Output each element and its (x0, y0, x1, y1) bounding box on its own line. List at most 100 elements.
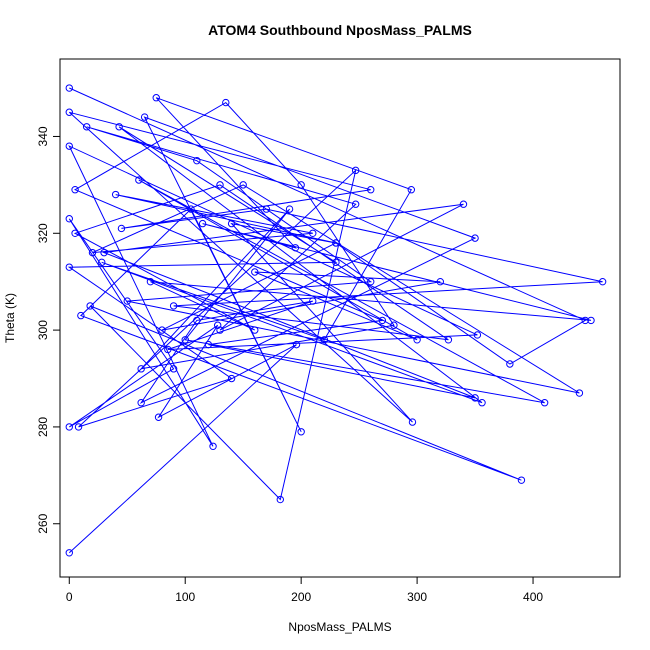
data-point (137, 399, 145, 407)
x-tick-label: 300 (407, 590, 427, 604)
data-point (444, 336, 453, 344)
data-point (135, 176, 143, 184)
data-point (65, 549, 73, 557)
data-point (351, 200, 360, 208)
data-point (216, 326, 224, 334)
data-point (193, 316, 201, 325)
data-point (407, 186, 416, 194)
y-axis-label: Theta (K) (3, 293, 17, 343)
data-point (137, 365, 145, 373)
data-point (164, 345, 172, 354)
data-point (276, 495, 284, 504)
data-point (65, 142, 73, 150)
data-point (297, 181, 305, 189)
data-point (471, 394, 479, 402)
data-point (74, 423, 83, 431)
data-point (169, 302, 178, 310)
data-point (152, 94, 160, 102)
data-point (598, 277, 607, 286)
y-axis: 260 280 300 320 340 (36, 126, 61, 534)
data-point (478, 399, 486, 407)
data-point (351, 166, 360, 175)
data-point (309, 229, 317, 237)
y-tick-label: 320 (36, 223, 50, 243)
data-point (158, 326, 166, 334)
data-point (239, 181, 247, 189)
data-point (213, 321, 222, 329)
data-point (216, 181, 224, 189)
data-point (86, 302, 94, 310)
y-tick-label: 280 (36, 417, 50, 437)
data-point (332, 258, 340, 267)
data-point (181, 336, 189, 344)
data-point (227, 219, 236, 228)
data-point (115, 123, 123, 131)
data-point (367, 277, 375, 286)
data-point (65, 84, 73, 92)
data-point (262, 205, 271, 213)
y-tick-label: 340 (36, 126, 50, 146)
data-point (71, 186, 79, 194)
chart-title: ATOM4 Southbound NposMass_PALMS (208, 22, 472, 38)
data-point (222, 98, 230, 107)
data-point (65, 215, 73, 223)
data-point (436, 277, 444, 286)
data-point (390, 321, 398, 329)
data-point (408, 418, 417, 426)
data-point (471, 234, 479, 242)
data-point (285, 205, 294, 213)
x-tick-label: 400 (523, 590, 543, 604)
data-point (575, 389, 584, 397)
series-layer (65, 84, 607, 557)
data-point (140, 113, 149, 121)
data-point (320, 336, 329, 344)
data-point (65, 108, 73, 116)
data-point (65, 423, 73, 431)
series-line (67, 87, 603, 554)
data-point (65, 263, 73, 271)
data-point (297, 428, 305, 436)
data-point (198, 219, 207, 228)
data-point (459, 200, 468, 208)
data-point (154, 413, 163, 421)
data-point (309, 297, 317, 305)
data-point (251, 326, 259, 334)
data-point (209, 442, 217, 450)
data-point (169, 365, 178, 373)
x-tick-label: 0 (66, 590, 73, 604)
data-point (117, 224, 126, 233)
data-point (506, 360, 514, 368)
x-axis-label: NposMass_PALMS (288, 620, 391, 634)
data-point (204, 340, 213, 349)
y-tick-label: 260 (36, 513, 50, 533)
data-point (193, 156, 201, 165)
data-point (332, 239, 340, 247)
data-point (291, 244, 300, 252)
data-point (123, 297, 131, 305)
data-point (98, 258, 106, 267)
data-point (71, 229, 79, 237)
data-point (292, 340, 301, 349)
data-point (581, 316, 589, 325)
data-point (413, 336, 421, 344)
data-point (146, 277, 155, 286)
data-point (517, 476, 526, 484)
data-point (367, 186, 375, 194)
data-point (111, 190, 120, 199)
data-point (88, 248, 97, 257)
data-point (587, 316, 595, 325)
data-point (378, 316, 387, 325)
y-tick-label: 300 (36, 320, 50, 340)
data-point (77, 311, 85, 320)
x-tick-label: 100 (175, 590, 195, 604)
data-point (251, 268, 259, 276)
data-point (187, 205, 195, 213)
data-point (100, 248, 108, 257)
x-axis: 0 100 200 300 400 (66, 576, 543, 604)
data-point (540, 399, 549, 407)
data-point (227, 374, 236, 383)
data-point (473, 331, 482, 339)
data-point (82, 123, 91, 131)
x-tick-label: 200 (291, 590, 311, 604)
